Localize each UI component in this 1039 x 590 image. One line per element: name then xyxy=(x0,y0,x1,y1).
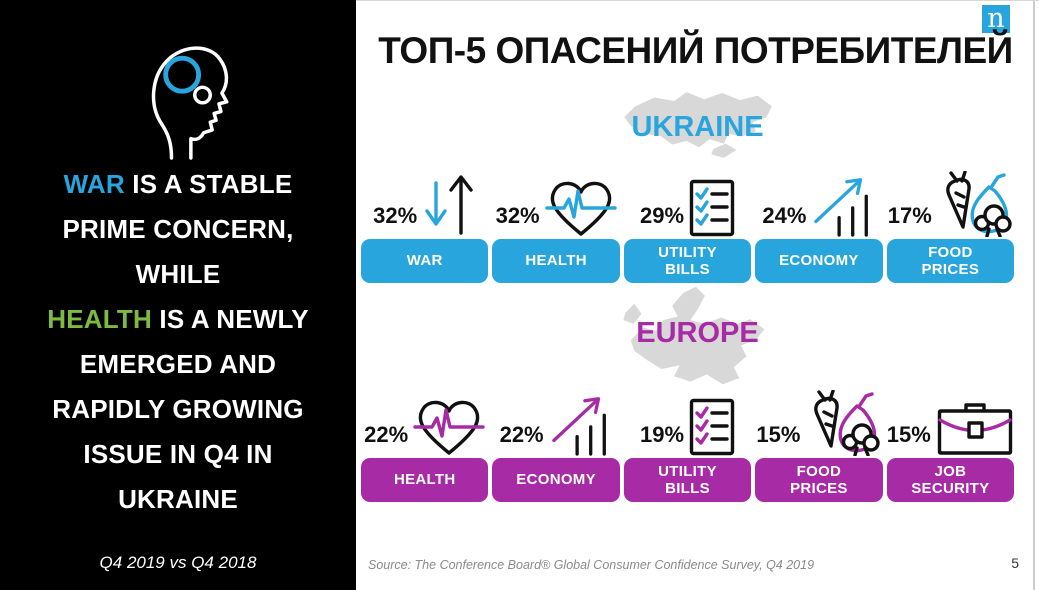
percentage-value: 29% xyxy=(639,203,685,228)
fear-item: 19% UTILITY BILLS xyxy=(623,390,752,502)
page-title: ТОП-5 ОПАСЕНИЙ ПОТРЕБИТЕЛЕЙ xyxy=(378,30,1013,71)
fear-label: UTILITY BILLS xyxy=(623,239,752,283)
fear-label: FOOD PRICES xyxy=(886,239,1015,283)
fear-item: 22% ECONOMY xyxy=(492,390,620,502)
growth-chart-icon xyxy=(814,178,869,237)
vegetables-icon xyxy=(814,390,881,456)
utility-checklist-icon xyxy=(689,398,735,456)
headline-keyword-health: HEALTH xyxy=(47,304,152,334)
gear-circle-white xyxy=(193,85,213,105)
fear-item: 29% UTILITY BILLS xyxy=(623,171,752,283)
percentage-value: 32% xyxy=(373,203,418,228)
percentage-value: 17% xyxy=(887,203,932,228)
right-panel: n ТОП-5 ОПАСЕНИЙ ПОТРЕБИТЕЛЕЙ UKRAINE 32… xyxy=(356,0,1039,590)
fear-item: 24% ECONOMY xyxy=(755,171,883,283)
fear-item: 15% FOOD PRICES xyxy=(755,390,883,502)
headline-line: EMERGED AND xyxy=(79,349,277,379)
vegetables-icon xyxy=(945,171,1012,237)
region-title-europe: EUROPE xyxy=(636,317,759,349)
europe-map-silhouette xyxy=(623,286,765,385)
comparison-period-note: Q4 2019 vs Q4 2018 xyxy=(99,553,257,572)
headline-line: WAR IS A STABLE xyxy=(63,169,293,199)
percentage-value: 32% xyxy=(495,203,540,228)
percentage-value: 15% xyxy=(886,422,931,447)
fear-label: HEALTH xyxy=(492,239,620,283)
fear-label: JOB SECURITY xyxy=(886,458,1015,502)
headline-keyword-war: WAR xyxy=(63,169,125,199)
growth-chart-icon xyxy=(551,397,606,456)
region-title-ukraine: UKRAINE xyxy=(631,111,764,143)
thinking-head-icon xyxy=(151,46,229,160)
fear-item: 15% JOB SECURITY xyxy=(886,390,1015,502)
heart-pulse-icon xyxy=(544,181,617,236)
war-trend-arrows-icon xyxy=(425,175,473,235)
source-note: Source: The Conference Board® Global Con… xyxy=(368,558,815,572)
briefcase-icon xyxy=(937,403,1013,455)
ukraine-map-silhouette xyxy=(624,92,772,158)
page-number: 5 xyxy=(1011,555,1019,571)
ukraine-items-row: 32% WAR 32% HEALTH xyxy=(361,171,1015,283)
percentage-value: 24% xyxy=(762,203,807,228)
percentage-value: 22% xyxy=(364,422,409,447)
nielsen-logo: n xyxy=(982,5,1010,33)
gear-circle-blue xyxy=(163,55,202,94)
headline-line: UKRAINE xyxy=(118,484,238,514)
page-edge-line xyxy=(1033,1,1035,590)
left-panel: WAR IS A STABLE PRIME CONCERN, WHILE HEA… xyxy=(0,0,356,590)
fear-item: 32% HEALTH xyxy=(492,171,620,283)
fear-item: 17% FOOD PRICES xyxy=(886,171,1015,283)
fear-label: ECONOMY xyxy=(755,239,883,283)
heart-pulse-icon xyxy=(413,400,485,455)
fear-label: HEALTH xyxy=(361,458,489,502)
percentage-value: 19% xyxy=(639,422,685,447)
headline-line: RAPIDLY GROWING xyxy=(52,394,304,424)
fear-item: 32% WAR xyxy=(361,171,489,283)
fear-label: UTILITY BILLS xyxy=(623,458,752,502)
utility-checklist-icon xyxy=(689,179,735,237)
percentage-value: 22% xyxy=(499,422,544,447)
headline-line: PRIME CONCERN, xyxy=(62,214,294,244)
fear-label: FOOD PRICES xyxy=(755,458,883,502)
headline-line: ISSUE IN Q4 IN xyxy=(83,439,273,469)
europe-items-row: 22% HEALTH 22% ECONOMY xyxy=(361,390,1015,502)
headline: WAR IS A STABLE PRIME CONCERN, WHILE HEA… xyxy=(8,162,348,522)
fear-label: WAR xyxy=(361,239,489,283)
headline-line: WHILE xyxy=(135,259,221,289)
headline-line: HEALTH IS A NEWLY xyxy=(47,304,309,334)
fear-label: ECONOMY xyxy=(492,458,620,502)
fear-item: 22% HEALTH xyxy=(361,390,489,502)
percentage-value: 15% xyxy=(756,422,801,447)
